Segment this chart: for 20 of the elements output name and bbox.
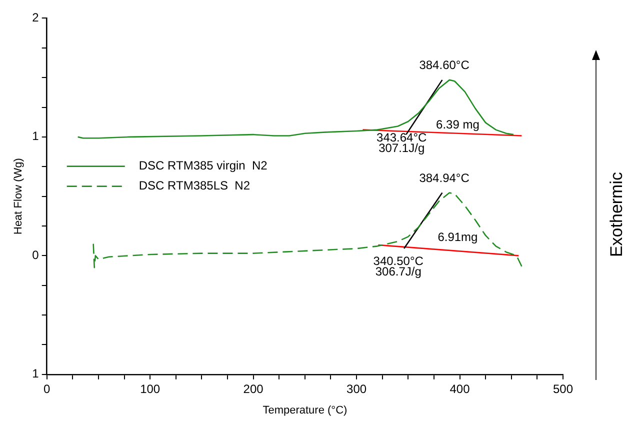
- y-tick-label: 1: [32, 366, 40, 381]
- legend-label: DSC RTM385LS N2: [138, 178, 250, 193]
- x-tick-label: 100: [140, 382, 160, 396]
- annotation: 384.60°C: [419, 58, 470, 72]
- y-axis-title: Heat Flow (Wg): [12, 158, 25, 235]
- x-tick-label: 0: [44, 382, 51, 396]
- y-tick-label: 2: [32, 10, 40, 25]
- annotation: 384.94°C: [419, 170, 470, 185]
- annotation: 6.91mg: [438, 230, 478, 244]
- x-tick-label: 400: [450, 382, 470, 396]
- x-tick-label: 500: [552, 382, 574, 396]
- x-tick-label: 200: [243, 382, 264, 396]
- x-axis-title: Temperature (°C): [262, 404, 348, 416]
- y-tick-label: 0: [32, 248, 40, 262]
- legend-label: DSC RTM385 virgin N2: [138, 158, 268, 173]
- annotation: 6.39 mg: [436, 117, 480, 132]
- x-tick-label: 300: [346, 382, 367, 396]
- y-tick-label: 1: [32, 129, 40, 144]
- line-series: [92, 192, 522, 268]
- text: Exothermic: [607, 172, 627, 258]
